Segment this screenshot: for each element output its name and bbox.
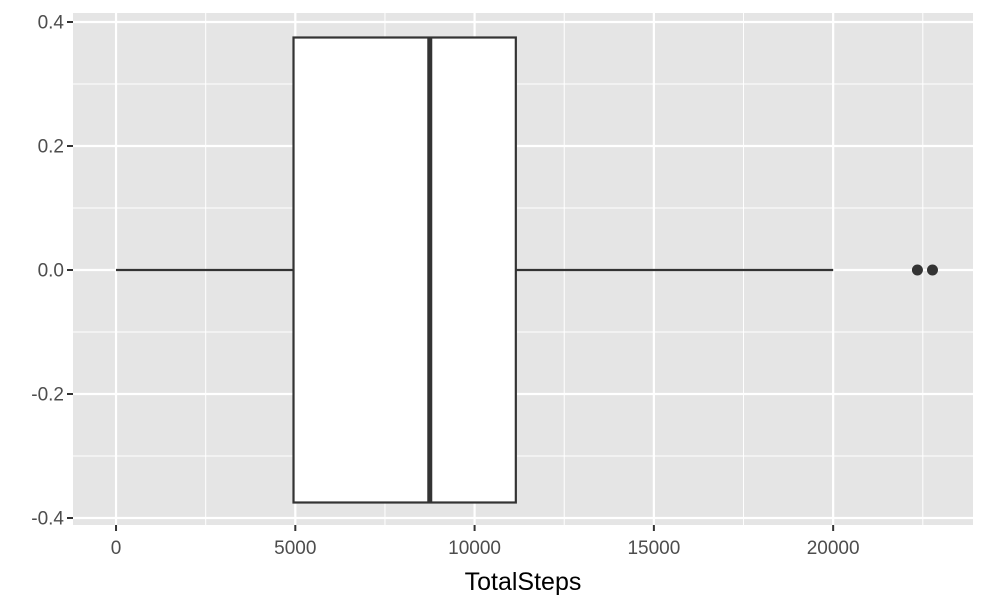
y-tick-label: 0.4 [38,13,65,34]
x-tick-label: 0 [111,538,122,559]
x-tick-label: 15000 [627,538,680,559]
y-tick-label: -0.4 [31,509,64,530]
x-tick-label: 5000 [274,538,316,559]
outlier-point [926,264,938,276]
y-tick-label: -0.2 [31,385,64,406]
x-axis-title: TotalSteps [465,568,582,596]
iqr-box [292,36,517,504]
y-tick-label: 0.0 [38,261,64,282]
x-tick-label: 10000 [448,538,501,559]
x-tick-label: 20000 [807,538,860,559]
y-tick-label: 0.2 [38,137,64,158]
outlier-point [911,264,923,276]
